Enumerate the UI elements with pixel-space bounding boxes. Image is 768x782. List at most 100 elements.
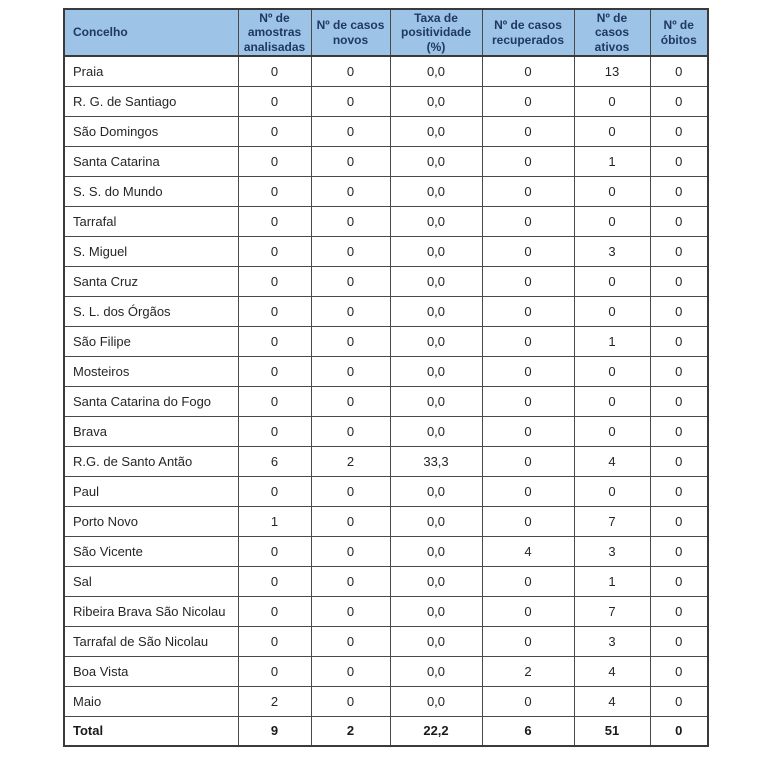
cell-value: 2 [310,715,391,747]
cell-value: 0 [573,355,651,387]
cell-value: 0 [310,325,391,357]
column-header-casos-recuperados: Nº de casos recuperados [481,8,575,57]
header-row: Concelho Nº de amostras analisadas Nº de… [63,8,709,57]
cell-value: 13 [573,55,651,87]
cell-concelho: Praia [63,55,239,87]
cell-value: 0,0 [389,235,483,267]
cell-value: 0 [481,235,575,267]
cell-value: 4 [573,655,651,687]
cell-value: 0 [481,505,575,537]
cell-value: 0 [649,655,709,687]
cell-value: 0 [649,265,709,297]
cell-value: 4 [573,685,651,717]
cell-value: 0 [573,205,651,237]
table-row: Ribeira Brava São Nicolau 0 0 0,0 0 7 0 [63,595,709,627]
cell-value: 0,0 [389,145,483,177]
cell-value: 0 [237,145,312,177]
cell-value: 0 [481,295,575,327]
cell-value: 0 [649,505,709,537]
cell-value: 0 [310,235,391,267]
cell-value: 0,0 [389,325,483,357]
cell-value: 0 [310,685,391,717]
cell-value: 0,0 [389,655,483,687]
cell-value: 3 [573,625,651,657]
cell-value: 0 [310,535,391,567]
cell-value: 0 [481,325,575,357]
cell-value: 0,0 [389,85,483,117]
table-body: Praia 0 0 0,0 0 13 0 R. G. de Santiago 0 0 0,0 0 0 0 S… [63,55,709,747]
cell-value: 0 [237,115,312,147]
cell-concelho: S. S. do Mundo [63,175,239,207]
cell-value: 0 [237,355,312,387]
cell-value: 0 [237,295,312,327]
cell-value: 1 [237,505,312,537]
cell-value: 0 [481,445,575,477]
cell-value: 0 [310,595,391,627]
cell-concelho: Santa Cruz [63,265,239,297]
cell-value: 1 [573,145,651,177]
cell-value: 0 [481,355,575,387]
table-row: São Vicente 0 0 0,0 4 3 0 [63,535,709,567]
column-header-casos-novos: Nº de casos novos [310,8,391,57]
cell-value: 7 [573,595,651,627]
cell-concelho: Paul [63,475,239,507]
cell-value: 0 [649,595,709,627]
cell-value: 0 [310,175,391,207]
cell-value: 0,0 [389,535,483,567]
cell-value: 0,0 [389,355,483,387]
cell-value: 9 [237,715,312,747]
cell-value: 0,0 [389,265,483,297]
column-header-casos-ativos: Nº de casos ativos [573,8,651,57]
cell-value: 0 [649,715,709,747]
cell-value: 0 [310,655,391,687]
table-row: R.G. de Santo Antão 6 2 33,3 0 4 0 [63,445,709,477]
cell-concelho: Porto Novo [63,505,239,537]
cell-value: 0 [237,205,312,237]
cell-value: 2 [237,685,312,717]
cell-value: 33,3 [389,445,483,477]
cell-value: 0,0 [389,385,483,417]
cell-value: 0 [481,625,575,657]
table-row: Paul 0 0 0,0 0 0 0 [63,475,709,507]
cell-value: 2 [310,445,391,477]
cell-value: 0 [237,475,312,507]
table-row: Maio 2 0 0,0 0 4 0 [63,685,709,717]
cell-value: 4 [481,535,575,567]
cell-value: 0 [237,235,312,267]
cell-value: 0 [649,145,709,177]
cell-value: 0 [481,85,575,117]
cell-value: 0 [481,385,575,417]
table-row: S. Miguel 0 0 0,0 0 3 0 [63,235,709,267]
cell-value: 0 [310,145,391,177]
cell-value: 0 [481,415,575,447]
cell-value: 0 [310,565,391,597]
cell-value: 2 [481,655,575,687]
table-row: S. L. dos Órgãos 0 0 0,0 0 0 0 [63,295,709,327]
cell-value: 0 [481,685,575,717]
table-header: Concelho Nº de amostras analisadas Nº de… [63,8,709,57]
cell-concelho: São Vicente [63,535,239,567]
cell-value: 0 [573,415,651,447]
table-row: São Domingos 0 0 0,0 0 0 0 [63,115,709,147]
table-row: Santa Catarina do Fogo 0 0 0,0 0 0 0 [63,385,709,417]
cell-value: 0 [310,85,391,117]
cell-value: 0,0 [389,295,483,327]
cell-value: 0 [649,115,709,147]
cell-value: 0 [649,625,709,657]
cell-value: 0 [310,115,391,147]
cell-value: 0,0 [389,205,483,237]
cell-value: 0 [649,235,709,267]
cell-value: 0 [649,685,709,717]
cell-value: 0 [310,475,391,507]
cell-value: 0 [573,115,651,147]
cell-concelho: S. L. dos Órgãos [63,295,239,327]
cell-value: 0 [481,475,575,507]
cell-value: 0,0 [389,55,483,87]
cell-concelho: Maio [63,685,239,717]
cell-value: 0 [649,85,709,117]
column-header-obitos: Nº de óbitos [649,8,709,57]
cell-value: 0 [481,595,575,627]
cell-value: 0 [573,475,651,507]
cell-value: 3 [573,535,651,567]
